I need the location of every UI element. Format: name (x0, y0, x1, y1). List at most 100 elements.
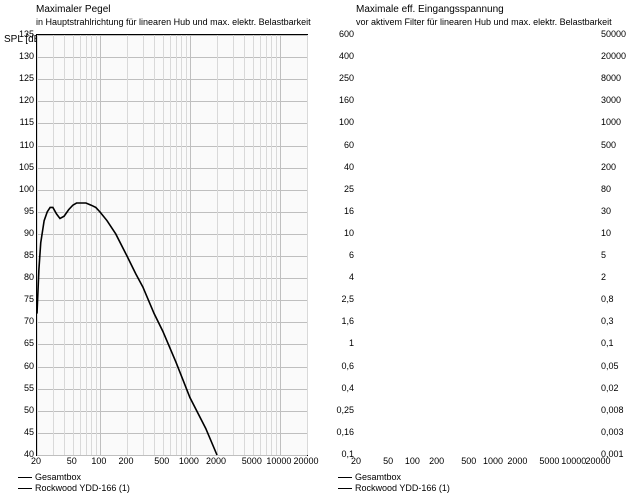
tick-label: 0,008 (601, 405, 635, 415)
tick-label: 1000 (179, 456, 199, 466)
tick-label: 75 (6, 294, 34, 304)
tick-label: 20 (351, 456, 361, 466)
tick-label: 25 (326, 184, 354, 194)
tick-label: 120 (6, 95, 34, 105)
tick-label: 115 (6, 117, 34, 127)
tick-label: 500 (461, 456, 476, 466)
tick-label: 10 (601, 228, 635, 238)
tick-label: 0,16 (326, 427, 354, 437)
right-chart-title1: Maximale eff. Eingangsspannung (356, 4, 612, 16)
tick-label: 20000 (585, 456, 610, 466)
tick-label: 10 (326, 228, 354, 238)
legend-swatch (338, 477, 352, 478)
tick-label: 10000 (266, 456, 291, 466)
tick-label: 1000 (601, 117, 635, 127)
tick-label: 200 (118, 456, 133, 466)
legend-label: Rockwood YDD-166 (1) (35, 483, 130, 493)
tick-label: 110 (6, 140, 34, 150)
left-chart-title1: Maximaler Pegel (36, 4, 311, 16)
tick-label: 400 (326, 51, 354, 61)
tick-label: 0,05 (601, 361, 635, 371)
tick-label: 40 (6, 449, 34, 459)
tick-label: 105 (6, 162, 34, 172)
tick-label: 80 (601, 184, 635, 194)
legend-swatch (338, 488, 352, 489)
tick-label: 60 (6, 361, 34, 371)
tick-label: 20 (31, 456, 41, 466)
tick-label: 2000 (206, 456, 226, 466)
tick-label: 95 (6, 206, 34, 216)
legend-item: Rockwood YDD-166 (1) (338, 483, 450, 494)
tick-label: 16 (326, 206, 354, 216)
tick-label: 1 (326, 338, 354, 348)
tick-label: 8000 (601, 73, 635, 83)
tick-label: 130 (6, 51, 34, 61)
tick-label: 5000 (539, 456, 559, 466)
tick-label: 125 (6, 73, 34, 83)
tick-label: 100 (91, 456, 106, 466)
tick-label: 100 (405, 456, 420, 466)
tick-label: 0,4 (326, 383, 354, 393)
tick-label: 45 (6, 427, 34, 437)
left-chart-legend: GesamtboxRockwood YDD-166 (1) (18, 472, 130, 494)
tick-label: 20000 (601, 51, 635, 61)
right-chart-legend: GesamtboxRockwood YDD-166 (1) (338, 472, 450, 494)
tick-label: 70 (6, 316, 34, 326)
legend-item: Rockwood YDD-166 (1) (18, 483, 130, 494)
tick-label: 250 (326, 73, 354, 83)
tick-label: 0,8 (601, 294, 635, 304)
tick-label: 60 (326, 140, 354, 150)
tick-label: 5 (601, 250, 635, 260)
legend-label: Gesamtbox (355, 472, 401, 482)
left-chart: Maximaler Pegel in Hauptstrahlrichtung f… (0, 0, 320, 502)
tick-label: 2,5 (326, 294, 354, 304)
right-chart-title2: vor aktivem Filter für linearen Hub und … (356, 16, 612, 28)
tick-label: 500 (601, 140, 635, 150)
tick-label: 80 (6, 272, 34, 282)
legend-label: Rockwood YDD-166 (1) (355, 483, 450, 493)
right-chart: Maximale eff. Eingangsspannung vor aktiv… (320, 0, 640, 502)
tick-label: 0,1 (601, 338, 635, 348)
tick-label: 0,3 (601, 316, 635, 326)
tick-label: 160 (326, 95, 354, 105)
tick-label: 90 (6, 228, 34, 238)
tick-label: 2000 (507, 456, 527, 466)
tick-label: 200 (601, 162, 635, 172)
tick-label: 2 (601, 272, 635, 282)
left-chart-plot (36, 34, 308, 456)
tick-label: 55 (6, 383, 34, 393)
tick-label: 4 (326, 272, 354, 282)
tick-label: 50 (67, 456, 77, 466)
tick-label: 50 (383, 456, 393, 466)
tick-label: 135 (6, 29, 34, 39)
right-chart-titles: Maximale eff. Eingangsspannung vor aktiv… (356, 4, 612, 28)
tick-label: 0,02 (601, 383, 635, 393)
tick-label: 85 (6, 250, 34, 260)
tick-label: 0,6 (326, 361, 354, 371)
tick-label: 1,6 (326, 316, 354, 326)
tick-label: 0,003 (601, 427, 635, 437)
tick-label: 0,25 (326, 405, 354, 415)
tick-label: 200 (429, 456, 444, 466)
tick-label: 40 (326, 162, 354, 172)
tick-label: 65 (6, 338, 34, 348)
tick-label: 0,1 (326, 449, 354, 459)
tick-label: 50 (6, 405, 34, 415)
tick-label: 30 (601, 206, 635, 216)
tick-label: 20000 (293, 456, 318, 466)
legend-item: Gesamtbox (18, 472, 130, 483)
legend-item: Gesamtbox (338, 472, 450, 483)
tick-label: 5000 (242, 456, 262, 466)
legend-swatch (18, 488, 32, 489)
tick-label: 600 (326, 29, 354, 39)
tick-label: 100 (6, 184, 34, 194)
tick-label: 6 (326, 250, 354, 260)
left-chart-title2: in Hauptstrahlrichtung für linearen Hub … (36, 16, 311, 28)
legend-label: Gesamtbox (35, 472, 81, 482)
tick-label: 1000 (483, 456, 503, 466)
tick-label: 100 (326, 117, 354, 127)
page: { "background_color": "#ffffff", "grid_m… (0, 0, 640, 502)
tick-label: 10000 (561, 456, 586, 466)
tick-label: 3000 (601, 95, 635, 105)
tick-label: 50000 (601, 29, 635, 39)
